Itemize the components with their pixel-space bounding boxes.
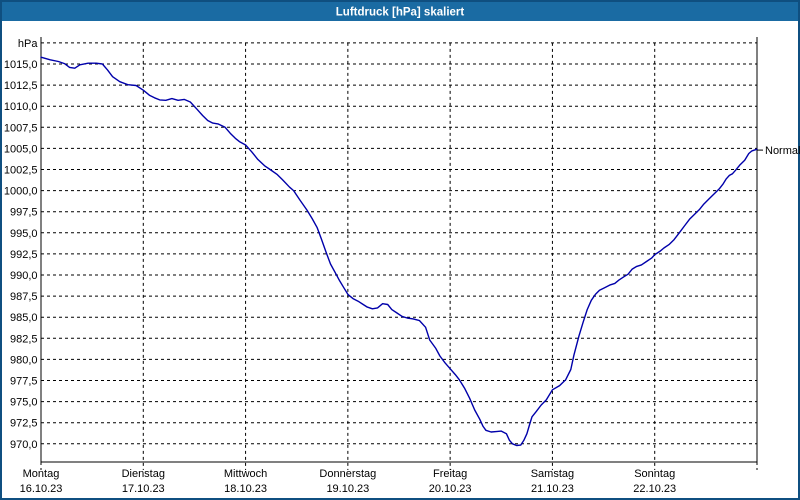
x-day-label: Donnerstag (319, 468, 376, 480)
y-tick-label: 995,0 (10, 228, 38, 240)
x-day-label: Dienstag (122, 468, 165, 480)
y-axis-unit-label: hPa (18, 38, 38, 50)
y-tick-label: 1010,0 (4, 101, 38, 113)
y-tick-label: 1012,5 (4, 80, 38, 92)
y-tick-label: 987,5 (10, 291, 38, 303)
plot-area: hPa 1015,0 1012,5 1010,0 1007,5 1005,0 1002,5 1… (4, 37, 800, 495)
y-tick-label: 982,5 (10, 333, 38, 345)
y-tick-label: 977,5 (10, 376, 38, 388)
x-date-label: 18.10.23 (224, 483, 267, 495)
pressure-curve (40, 56, 758, 447)
window-title: Luftdruck [hPa] skaliert (336, 7, 465, 19)
y-tick-label: 972,5 (10, 418, 38, 430)
y-tick-label: 980,0 (10, 354, 38, 366)
x-date-label: 16.10.23 (20, 483, 63, 495)
x-date-label: 19.10.23 (326, 483, 369, 495)
x-day-label: Freitag (433, 468, 467, 480)
y-tick-label: 1015,0 (4, 59, 38, 71)
y-tick-label: 1005,0 (4, 143, 38, 155)
y-tick-label: 970,0 (10, 439, 38, 451)
x-date-label: 22.10.23 (633, 483, 676, 495)
x-day-label: Samstag (531, 468, 574, 480)
title-bar[interactable] (2, 2, 798, 21)
y-tick-label: 1002,5 (4, 165, 38, 177)
x-day-label: Sonntag (634, 468, 675, 480)
y-tick-label: 997,5 (10, 207, 38, 219)
x-day-label: Mittwoch (224, 468, 267, 480)
y-tick-label: 985,0 (10, 312, 38, 324)
y-tick-label: 1000,0 (4, 186, 38, 198)
y-tick-label: 990,0 (10, 270, 38, 282)
x-date-label: 21.10.23 (531, 483, 574, 495)
y-tick-label: 1007,5 (4, 122, 38, 134)
y-tick-label: 992,5 (10, 249, 38, 261)
x-date-label: 17.10.23 (122, 483, 165, 495)
y-tick-label: 975,0 (10, 397, 38, 409)
x-day-label: Montag (23, 468, 60, 480)
x-date-label: 20.10.23 (429, 483, 472, 495)
normal-annotation-label: Normal (765, 145, 800, 157)
